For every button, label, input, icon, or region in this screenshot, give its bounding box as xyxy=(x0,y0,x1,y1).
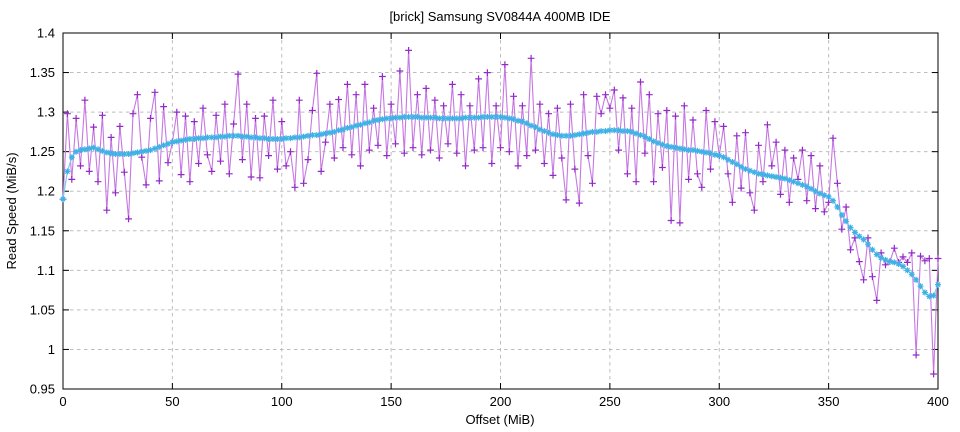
x-tick-label: 400 xyxy=(927,394,949,409)
x-tick-label: 200 xyxy=(490,394,512,409)
chart-title: [brick] Samsung SV0844A 400MB IDE xyxy=(389,9,610,24)
y-tick-label: 1.35 xyxy=(30,65,55,80)
x-tick-label: 350 xyxy=(818,394,840,409)
smoothed-series-markers xyxy=(60,113,941,300)
x-tick-label: 0 xyxy=(59,394,66,409)
x-tick-label: 300 xyxy=(708,394,730,409)
grid-lines xyxy=(63,33,938,389)
y-axis-label: Read Speed (MiB/s) xyxy=(4,152,19,269)
y-tick-label: 1.05 xyxy=(30,302,55,317)
plot-area: 0 50 100 150 200 250 300 350 400 0.95 1 1.05 1.1 1.15… xyxy=(30,26,949,410)
y-tick-labels: 0.95 1 1.05 1.1 1.15 1.2 1.25 1.3 1.35 1.4 xyxy=(30,26,55,397)
y-tick-label: 0.95 xyxy=(30,382,55,397)
x-axis-label: Offset (MiB) xyxy=(465,412,534,427)
y-tick-label: 1.2 xyxy=(37,184,55,199)
x-tick-label: 50 xyxy=(165,394,179,409)
x-tick-label: 150 xyxy=(380,394,402,409)
x-tick-labels: 0 50 100 150 200 250 300 350 400 xyxy=(59,394,948,409)
y-tick-label: 1.4 xyxy=(37,26,55,41)
y-tick-label: 1 xyxy=(48,342,55,357)
y-tick-label: 1.25 xyxy=(30,144,55,159)
x-tick-label: 250 xyxy=(599,394,621,409)
y-tick-label: 1.3 xyxy=(37,105,55,120)
y-tick-label: 1.15 xyxy=(30,223,55,238)
x-tick-label: 100 xyxy=(271,394,293,409)
y-tick-label: 1.1 xyxy=(37,263,55,278)
